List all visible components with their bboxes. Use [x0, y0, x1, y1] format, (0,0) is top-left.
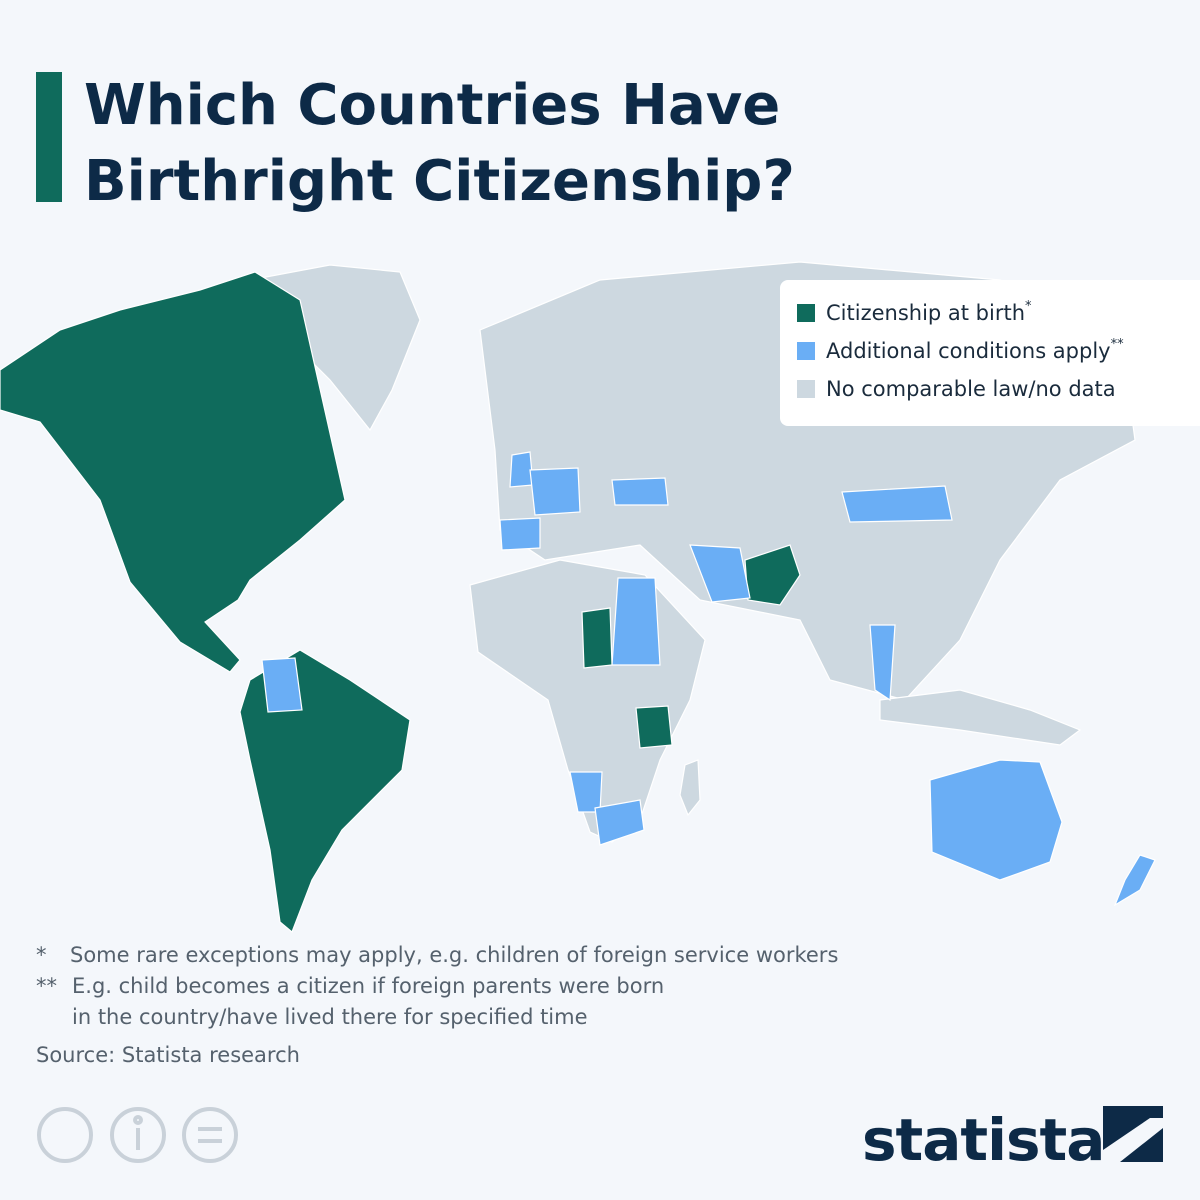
colombia — [261, 657, 303, 713]
new-zealand — [1113, 854, 1156, 907]
thailand — [869, 624, 896, 702]
footnote-text: Some rare exceptions may apply, e.g. chi… — [70, 943, 838, 967]
legend-label: Additional conditions apply** — [826, 337, 1124, 364]
ukraine — [611, 477, 669, 506]
legend-label: No comparable law/no data — [826, 377, 1116, 401]
legend-swatch — [797, 304, 815, 322]
chad — [581, 607, 613, 669]
source: Source: Statista research — [36, 1043, 300, 1067]
footnote-marker: ** — [36, 974, 57, 998]
license-icons — [37, 1107, 238, 1163]
legend-box — [780, 280, 1200, 426]
egypt-sudan — [611, 577, 661, 666]
france-germany — [529, 467, 581, 516]
title-line: Which Countries Have — [84, 73, 780, 138]
legend: Citizenship at birth* Additional conditi… — [780, 280, 1200, 426]
legend-swatch — [797, 380, 815, 398]
indonesia — [879, 689, 1082, 746]
mongolia — [841, 485, 953, 523]
north-america — [0, 271, 346, 673]
south-africa — [594, 799, 645, 846]
south-america — [239, 649, 411, 933]
title-bar — [36, 72, 62, 202]
logo-icon — [1103, 1106, 1163, 1162]
nd-icon — [182, 1107, 238, 1163]
footnotes: * Some rare exceptions may apply, e.g. c… — [36, 943, 838, 1067]
title-line: Birthright Citizenship? — [84, 149, 795, 214]
logo-slash — [1103, 1118, 1163, 1162]
logo-text: statista — [862, 1106, 1104, 1174]
footnote-text: in the country/have lived there for spec… — [72, 1005, 588, 1029]
iran — [689, 544, 751, 603]
by-icon — [110, 1107, 166, 1163]
cc-icon — [37, 1107, 93, 1163]
spain — [499, 517, 541, 551]
madagascar — [679, 759, 701, 817]
by-head — [133, 1115, 143, 1125]
tanzania — [635, 705, 673, 749]
footnote-marker: * — [36, 943, 47, 967]
legend-swatch — [797, 342, 815, 360]
legend-label: Citizenship at birth* — [826, 299, 1032, 326]
australia — [929, 759, 1063, 881]
footnote-text: E.g. child becomes a citizen if foreign … — [72, 974, 664, 998]
